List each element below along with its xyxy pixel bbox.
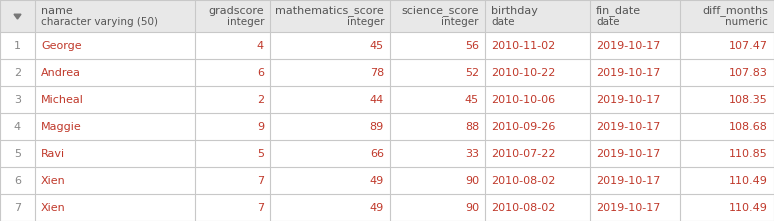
Text: 6: 6 (257, 68, 264, 78)
Text: 7: 7 (257, 175, 264, 185)
Text: 5: 5 (14, 149, 21, 158)
Text: 45: 45 (465, 95, 479, 105)
Text: 2019-10-17: 2019-10-17 (596, 175, 660, 185)
Text: 2010-07-22: 2010-07-22 (491, 149, 556, 158)
Text: character varying (50): character varying (50) (41, 17, 158, 27)
Text: integer: integer (441, 17, 479, 27)
Text: Andrea: Andrea (41, 68, 81, 78)
Text: date: date (596, 17, 619, 27)
Text: 1: 1 (14, 40, 21, 51)
Text: 2: 2 (257, 95, 264, 105)
Text: 4: 4 (14, 122, 21, 131)
Polygon shape (14, 14, 21, 19)
Text: Xien: Xien (41, 175, 66, 185)
Text: 66: 66 (370, 149, 384, 158)
Text: 6: 6 (14, 175, 21, 185)
Text: 52: 52 (465, 68, 479, 78)
Text: gradscore: gradscore (208, 6, 264, 15)
Text: 2019-10-17: 2019-10-17 (596, 202, 660, 213)
Text: date: date (491, 17, 515, 27)
Text: 2: 2 (14, 68, 21, 78)
Text: 33: 33 (465, 149, 479, 158)
Text: 90: 90 (465, 202, 479, 213)
Text: Xien: Xien (41, 202, 66, 213)
Text: Micheal: Micheal (41, 95, 84, 105)
Text: fin_date: fin_date (596, 5, 641, 16)
Text: 56: 56 (465, 40, 479, 51)
Text: diff_months: diff_months (702, 5, 768, 16)
Text: 108.35: 108.35 (729, 95, 768, 105)
Text: integer: integer (227, 17, 264, 27)
Bar (0, 0, 774, 32)
Text: George: George (41, 40, 81, 51)
Text: integer: integer (347, 17, 384, 27)
Text: 3: 3 (14, 95, 21, 105)
Text: 45: 45 (370, 40, 384, 51)
Text: 110.85: 110.85 (729, 149, 768, 158)
Text: 89: 89 (370, 122, 384, 131)
Text: 110.49: 110.49 (729, 175, 768, 185)
Text: 107.83: 107.83 (729, 68, 768, 78)
Bar (0, 140, 774, 167)
Bar (0, 59, 774, 86)
Text: birthday: birthday (491, 6, 538, 15)
Text: science_score: science_score (402, 5, 479, 16)
Bar (0, 167, 774, 194)
Text: 107.47: 107.47 (729, 40, 768, 51)
Text: 7: 7 (257, 202, 264, 213)
Text: 7: 7 (14, 202, 21, 213)
Text: 4: 4 (257, 40, 264, 51)
Text: 2010-09-26: 2010-09-26 (491, 122, 556, 131)
Text: 2019-10-17: 2019-10-17 (596, 68, 660, 78)
Bar (0, 113, 774, 140)
Text: 2010-10-06: 2010-10-06 (491, 95, 555, 105)
Text: 2019-10-17: 2019-10-17 (596, 95, 660, 105)
Text: Maggie: Maggie (41, 122, 82, 131)
Text: 90: 90 (465, 175, 479, 185)
Text: 78: 78 (370, 68, 384, 78)
Text: 2010-08-02: 2010-08-02 (491, 202, 556, 213)
Text: 2019-10-17: 2019-10-17 (596, 149, 660, 158)
Text: 2019-10-17: 2019-10-17 (596, 122, 660, 131)
Text: Ravi: Ravi (41, 149, 65, 158)
Bar (0, 194, 774, 221)
Text: 88: 88 (464, 122, 479, 131)
Text: 5: 5 (257, 149, 264, 158)
Text: name: name (41, 6, 73, 15)
Text: numeric: numeric (725, 17, 768, 27)
Text: mathematics_score: mathematics_score (276, 5, 384, 16)
Text: 2010-08-02: 2010-08-02 (491, 175, 556, 185)
Text: 2010-11-02: 2010-11-02 (491, 40, 555, 51)
Text: 2019-10-17: 2019-10-17 (596, 40, 660, 51)
Bar (0, 32, 774, 59)
Text: 108.68: 108.68 (729, 122, 768, 131)
Text: 49: 49 (370, 202, 384, 213)
Bar (0, 86, 774, 113)
Text: 110.49: 110.49 (729, 202, 768, 213)
Text: 44: 44 (370, 95, 384, 105)
Text: 49: 49 (370, 175, 384, 185)
Text: 9: 9 (257, 122, 264, 131)
Text: 2010-10-22: 2010-10-22 (491, 68, 556, 78)
